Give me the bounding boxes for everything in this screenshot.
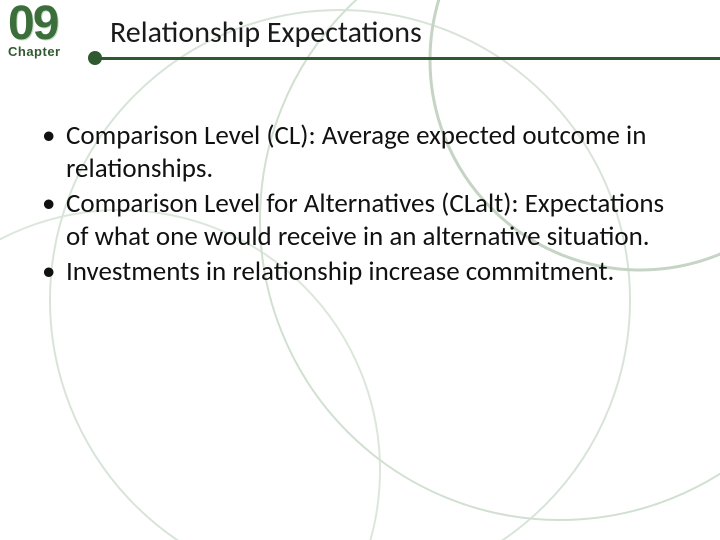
bullet-item: Comparison Level for Alternatives (CLalt… bbox=[34, 188, 680, 254]
bullet-list: Comparison Level (CL): Average expected … bbox=[34, 120, 680, 289]
bullet-text: Comparison Level (CL): Average expected … bbox=[66, 119, 646, 185]
bullet-item: Comparison Level (CL): Average expected … bbox=[34, 120, 680, 186]
bullet-item: Investments in relationship increase com… bbox=[34, 256, 680, 289]
chapter-label: Chapter bbox=[8, 44, 61, 59]
chapter-number: 09 bbox=[8, 0, 61, 48]
slide-title: Relationship Expectations bbox=[110, 14, 422, 51]
slide-body: Comparison Level (CL): Average expected … bbox=[0, 78, 720, 289]
slide-header: 09 Chapter Relationship Expectations bbox=[0, 0, 720, 78]
chapter-badge: 09 Chapter bbox=[8, 0, 61, 59]
horizontal-rule bbox=[94, 57, 720, 60]
bullet-text: Comparison Level for Alternatives (CLalt… bbox=[66, 187, 664, 253]
bullet-text: Investments in relationship increase com… bbox=[66, 255, 614, 288]
